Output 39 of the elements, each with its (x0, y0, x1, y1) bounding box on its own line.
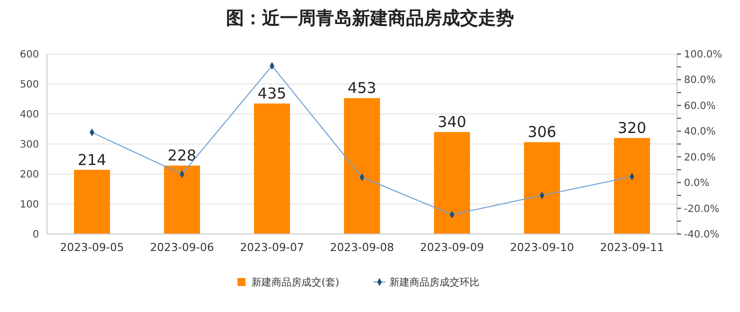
data-label: 228 (168, 146, 196, 165)
y-tick-label: 600 (20, 50, 39, 60)
bar (614, 138, 650, 234)
y2-tick-label: -20.0% (684, 204, 720, 215)
y2-tick-label: 100.0% (684, 50, 722, 60)
y-tick-label: 0 (32, 230, 39, 240)
bar (164, 166, 200, 234)
y2-tick-label: 80.0% (684, 75, 716, 86)
y-tick-label: 400 (20, 110, 39, 120)
x-tick-label: 2023-09-10 (510, 241, 574, 254)
y2-tick-label: 40.0% (684, 126, 716, 138)
x-tick-label: 2023-09-06 (150, 241, 214, 254)
data-label: 306 (528, 123, 556, 142)
y-tick-label: 100 (20, 200, 39, 210)
y-tick-label: 500 (20, 80, 39, 90)
y-tick-label: 200 (20, 170, 39, 180)
legend-label: 新建商品房成交环比 (390, 276, 480, 288)
x-tick-label: 2023-09-11 (600, 241, 664, 254)
data-label: 435 (258, 84, 286, 102)
bar (524, 142, 560, 234)
y2-tick-label: 0.0% (684, 178, 710, 190)
x-tick-label: 2023-09-07 (240, 241, 304, 254)
bar (74, 170, 110, 234)
chart-title: 图：近一周青岛新建商品房成交走势 (226, 8, 514, 29)
y2-tick-label: -40.0% (684, 230, 720, 240)
data-label: 453 (348, 79, 376, 98)
bar (434, 132, 470, 234)
bar (254, 104, 290, 234)
y-tick-label: 300 (20, 140, 39, 150)
x-tick-label: 2023-09-09 (420, 241, 484, 254)
y2-tick-label: 60.0% (684, 100, 716, 112)
y2-tick-label: 20.0% (684, 152, 716, 164)
data-label: 320 (618, 119, 646, 137)
x-tick-label: 2023-09-05 (60, 241, 124, 254)
legend-label: 新建商品房成交(套) (252, 276, 340, 288)
x-tick-label: 2023-09-08 (330, 241, 394, 254)
data-label: 214 (78, 150, 106, 169)
bar (344, 98, 380, 234)
data-label: 340 (438, 113, 466, 131)
